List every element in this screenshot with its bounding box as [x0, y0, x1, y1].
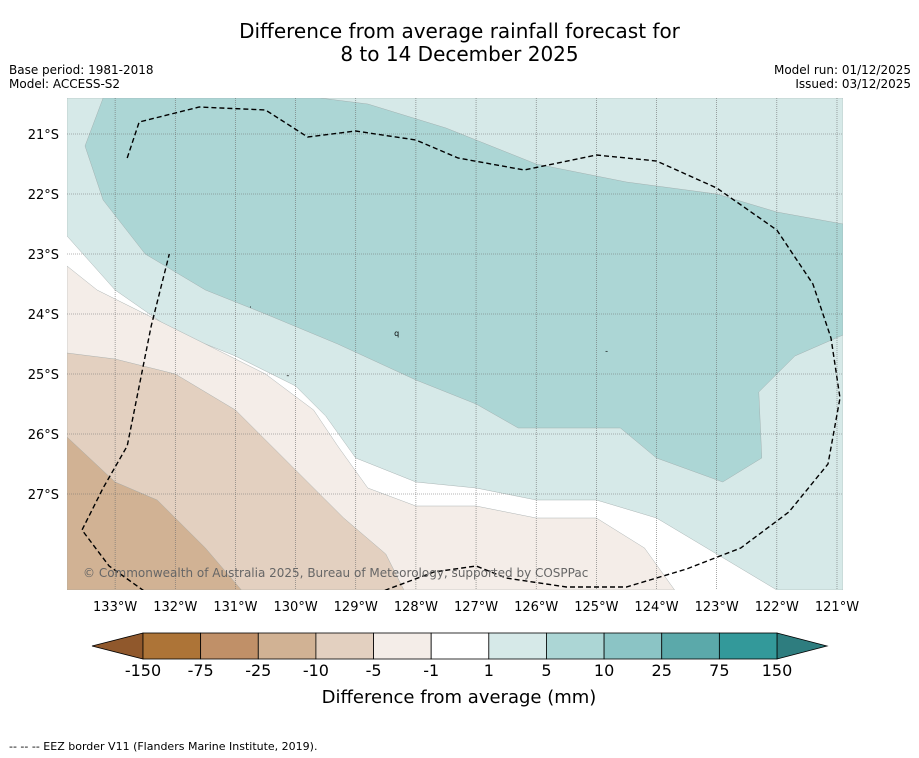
lon-tick-label: 128°W: [394, 600, 438, 615]
colorbar-segment: [142, 632, 202, 660]
copyright-text: © Commonwealth of Australia 2025, Bureau…: [83, 566, 588, 580]
eez-border: [81, 106, 841, 590]
small-mark: -: [286, 371, 289, 380]
rainfall-regions: [67, 98, 843, 590]
lat-tick-label: 24°S: [28, 308, 59, 323]
lat-tick-label: 23°S: [28, 248, 59, 263]
lon-tick-label: 131°W: [213, 600, 257, 615]
lon-tick-label: 133°W: [93, 600, 137, 615]
small-mark: ·: [249, 303, 252, 312]
colorbar-tick-label: -10: [303, 661, 329, 680]
colorbar-tick-label: -5: [366, 661, 382, 680]
colorbar-tick-label: -150: [125, 661, 161, 680]
lat-tick-label: 21°S: [28, 128, 59, 143]
lat-tick-label: 22°S: [28, 188, 59, 203]
colorbar-segment: [546, 632, 605, 660]
colorbar-segment: [718, 632, 778, 660]
model-name: Model: ACCESS-S2: [9, 77, 121, 91]
colorbar-tick-label: 75: [709, 661, 729, 680]
colorbar-tick-label: 5: [541, 661, 551, 680]
lon-tick-label: 132°W: [153, 600, 197, 615]
lon-tick-label: 130°W: [274, 600, 318, 615]
lon-tick-label: 127°W: [454, 600, 498, 615]
colorbar-tick-label: 150: [762, 661, 793, 680]
plot-area: · q - - © Commonwealth of Australia 2025, B…: [67, 98, 843, 590]
lat-tick-label: 25°S: [28, 368, 59, 383]
footnote: -- -- -- EEZ border V11 (Flanders Marine…: [9, 740, 318, 753]
lon-tick-label: 124°W: [634, 600, 678, 615]
colorbar-title: Difference from average (mm): [322, 687, 597, 708]
colorbar-tick-label: -1: [423, 661, 439, 680]
colorbar-tick-label: 1: [484, 661, 494, 680]
base-period: Base period: 1981-2018: [9, 63, 154, 77]
metadata-left: Base period: 1981-2018 Model: ACCESS-S2: [9, 63, 154, 91]
lat-tick-label: 27°S: [28, 488, 59, 503]
small-marks: · q - -: [249, 303, 608, 380]
gridlines: [67, 98, 843, 590]
colorbar-tick-label: -75: [188, 661, 214, 680]
colorbar-segment: [373, 632, 432, 660]
lon-tick-label: 122°W: [755, 600, 799, 615]
colorbar-segment: [430, 632, 490, 660]
small-mark: -: [605, 347, 608, 356]
colorbar-tick-label: -25: [245, 661, 271, 680]
lon-tick-label: 129°W: [334, 600, 378, 615]
colorbar-tick-label: 25: [652, 661, 672, 680]
longitude-labels: 133°W 132°W 131°W 130°W 129°W 128°W 127°W 126°W…: [93, 600, 859, 615]
colorbar-tick-label: 10: [594, 661, 614, 680]
colorbar-labels: -150 -75 -25 -10 -5 -1 1 5 10 25 75 150: [125, 661, 792, 680]
colorbar-over-arrow: [776, 632, 829, 660]
latitude-labels: 21°S 22°S 23°S 24°S 25°S 26°S 27°S: [28, 128, 59, 503]
model-run: Model run: 01/12/2025: [773, 63, 911, 77]
lat-tick-label: 26°S: [28, 428, 59, 443]
eez-border-line: [81, 106, 841, 590]
lon-tick-label: 123°W: [695, 600, 739, 615]
colorbar-body: [91, 632, 829, 660]
colorbar-segment: [257, 632, 317, 660]
colorbar-segment: [661, 632, 720, 660]
colorbar: -150 -75 -25 -10 -5 -1 1 5 10 25 75 150 Difference …: [91, 632, 829, 708]
title-line-2: 8 to 14 December 2025: [340, 42, 579, 66]
lon-tick-label: 121°W: [815, 600, 859, 615]
small-mark: q: [394, 329, 399, 338]
colorbar-segment: [488, 632, 547, 660]
title-line-1: Difference from average rainfall forecas…: [239, 19, 680, 43]
lon-tick-label: 126°W: [514, 600, 558, 615]
metadata-right: Model run: 01/12/2025 Issued: 03/12/2025: [774, 63, 911, 91]
chart-title: Difference from average rainfall forecas…: [0, 20, 919, 66]
colorbar-under-arrow: [91, 632, 144, 660]
lon-tick-label: 125°W: [574, 600, 618, 615]
colorbar-segment: [315, 632, 374, 660]
issued-date: Issued: 03/12/2025: [795, 77, 911, 91]
colorbar-segment: [200, 632, 259, 660]
colorbar-segment: [603, 632, 663, 660]
